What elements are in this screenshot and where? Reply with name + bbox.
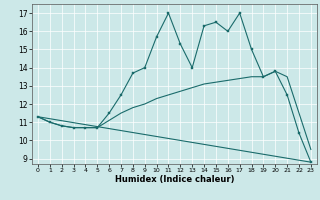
X-axis label: Humidex (Indice chaleur): Humidex (Indice chaleur): [115, 175, 234, 184]
